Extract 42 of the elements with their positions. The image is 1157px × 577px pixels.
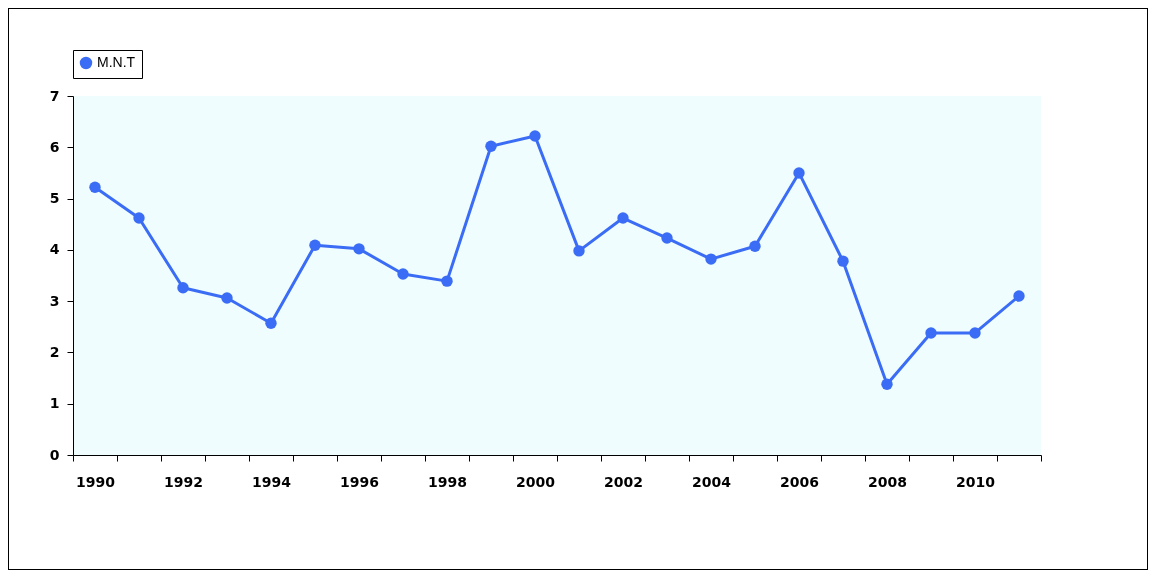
- x-tick-label: 1994: [252, 473, 292, 490]
- point: [617, 212, 629, 224]
- x-tick-label: 1990: [76, 473, 116, 490]
- point: [221, 292, 233, 304]
- y-tick-label: 4: [49, 241, 60, 258]
- x-tick-label: 2006: [780, 473, 819, 490]
- y-tick-label: 2: [49, 343, 60, 360]
- point: [969, 327, 981, 339]
- x-tick-label: 2000: [516, 473, 556, 490]
- y-tick-label: 6: [49, 138, 60, 155]
- y-tick-label: 7: [49, 87, 60, 104]
- point: [309, 239, 321, 251]
- point: [1013, 290, 1025, 302]
- legend-label: M.N.T: [97, 54, 136, 70]
- point: [89, 181, 101, 193]
- x-tick-label: 1992: [164, 473, 203, 490]
- y-tick-label: 0: [49, 446, 60, 463]
- y-tick-label: 3: [49, 292, 60, 309]
- x-tick-label: 2004: [692, 473, 732, 490]
- point: [661, 232, 673, 244]
- point: [265, 317, 277, 329]
- point: [441, 275, 453, 287]
- y-tick-label: 1: [49, 395, 60, 412]
- point: [749, 240, 761, 252]
- y-tick-label: 5: [49, 190, 60, 207]
- point: [353, 243, 365, 255]
- point: [485, 140, 497, 152]
- x-tick-label: 2002: [604, 473, 643, 490]
- point: [925, 327, 937, 339]
- point: [397, 268, 409, 280]
- point: [573, 245, 585, 257]
- point: [705, 253, 717, 265]
- point: [793, 167, 805, 179]
- point: [837, 255, 849, 267]
- point: [881, 378, 893, 390]
- point: [133, 212, 145, 224]
- x-tick-label: 1998: [428, 473, 467, 490]
- x-tick-label: 2008: [868, 473, 907, 490]
- x-tick-label: 2010: [956, 473, 996, 490]
- x-tick-label: 1996: [340, 473, 379, 490]
- point: [529, 130, 541, 142]
- point: [177, 282, 189, 294]
